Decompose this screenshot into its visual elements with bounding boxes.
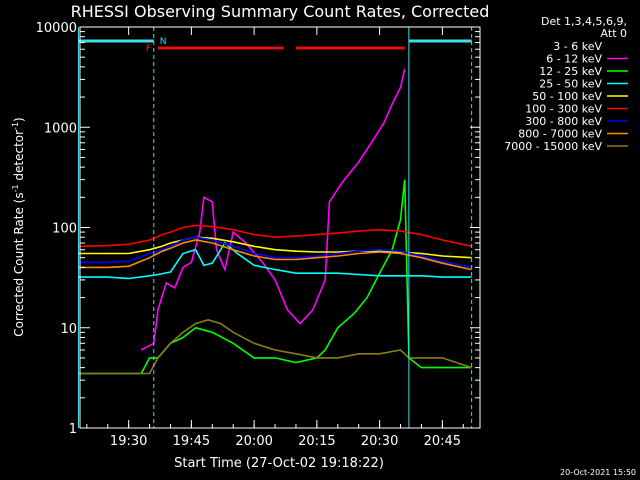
y-axis-label-end: )	[12, 117, 26, 122]
y-tick-label-1: 1	[69, 422, 77, 437]
x-tick-label-6: 20:45	[424, 434, 461, 449]
x-tick-label-1: 19:30	[110, 434, 147, 449]
y-axis-label-main: Corrected Count Rate (s	[12, 192, 26, 336]
x-tick-label-2: 19:45	[173, 434, 210, 449]
render-timestamp: 20-Oct-2021 15:50	[560, 468, 636, 477]
axes: 19:30 19:45 20:00 20:15 20:30 20:45 1 10 100 1000…	[36, 21, 481, 449]
legend-header-line-2: Att 0	[601, 27, 627, 40]
night-flag-label: N	[160, 37, 167, 47]
legend-label-2: 6 - 12 keV	[546, 53, 602, 66]
y-axis-label-exponent-1: -1	[11, 184, 20, 192]
legend-label-7: 300 - 800 keV	[525, 115, 602, 128]
chart-title: RHESSI Observing Summary Count Rates, Co…	[71, 2, 490, 21]
y-tick-label-5: 10000	[36, 21, 77, 36]
y-tick-label-4: 1000	[44, 121, 77, 136]
legend-label-5: 50 - 100 keV	[532, 90, 602, 103]
series-line-1	[153, 103, 406, 429]
legend-header-line-1: Det 1,3,4,5,6,9,	[541, 15, 627, 28]
flare-flag-label: F	[146, 44, 151, 54]
x-tick-label-3: 20:00	[235, 434, 272, 449]
x-tick-label-5: 20:30	[361, 434, 398, 449]
plot-area: NF	[77, 27, 473, 429]
y-axis-label: Corrected Count Rate (s-1 detector-1)	[11, 117, 26, 336]
series-line-8	[78, 239, 472, 271]
y-axis-label-mid: detector	[12, 130, 26, 185]
y-tick-label-2: 10	[60, 322, 77, 337]
legend-label-1: 3 - 6 keV	[553, 40, 602, 53]
legend-label-3: 12 - 25 keV	[539, 65, 602, 78]
legend-label-9: 7000 - 15000 keV	[504, 140, 602, 153]
series-line-9	[78, 318, 472, 375]
y-axis-label-exponent-2: -1	[11, 122, 20, 130]
legend-label-4: 25 - 50 keV	[539, 78, 602, 91]
series-line-5	[78, 236, 472, 259]
x-tick-label-4: 20:15	[298, 434, 335, 449]
legend-label-6: 100 - 300 keV	[525, 103, 602, 116]
y-tick-label-3: 100	[52, 222, 77, 237]
legend-label-8: 800 - 7000 keV	[518, 128, 602, 141]
series-line-2	[140, 68, 406, 351]
x-axis-label: Start Time (27-Oct-02 19:18:22)	[174, 456, 384, 471]
series-line-4	[78, 241, 472, 280]
